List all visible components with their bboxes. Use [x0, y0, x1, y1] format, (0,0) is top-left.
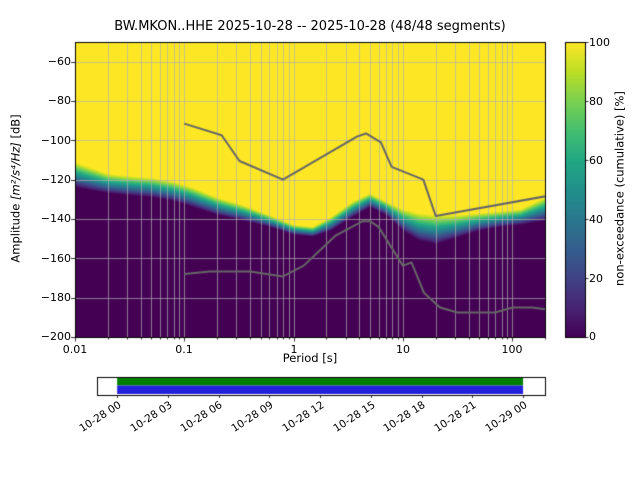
colorbar-tick-label: 40: [589, 213, 603, 226]
colorbar-label: non-exceedance (cumulative) [%]: [612, 91, 627, 286]
x-tick-label: 0.01: [62, 343, 88, 356]
colorbar-tick-label: 80: [589, 95, 603, 108]
y-tick-label: −60: [47, 55, 71, 68]
colorbar-tick-label: 100: [589, 36, 610, 49]
x-tick-label: 100: [501, 343, 523, 356]
colorbar-tick-label: 20: [589, 272, 603, 285]
colorbar-tick-label: 0: [589, 330, 596, 343]
y-tick-label: −200: [40, 330, 71, 343]
y-tick-label: −180: [40, 291, 71, 304]
y-tick-label: −160: [40, 252, 71, 265]
x-tick-label: 1: [290, 343, 298, 356]
x-tick-label: 0.1: [175, 343, 193, 356]
y-axis-label-db: [dB]: [8, 114, 23, 143]
y-axis-label-text: Amplitude: [8, 200, 23, 263]
colorbar-tick-label: 60: [589, 154, 603, 167]
y-tick-label: −80: [47, 94, 71, 107]
x-axis-label: Period [s]: [282, 351, 338, 365]
y-tick-label: −100: [40, 134, 71, 147]
y-axis-label-units: [m²/s⁴/Hz]: [8, 142, 23, 201]
y-tick-label: −120: [40, 173, 71, 186]
chart-title: BW.MKON..HHE 2025-10-28 -- 2025-10-28 (4…: [114, 19, 506, 34]
x-tick-label: 10: [396, 343, 410, 356]
y-axis-label: Amplitude [m²/s⁴/Hz] [dB]: [8, 59, 23, 319]
y-tick-label: −140: [40, 212, 71, 225]
